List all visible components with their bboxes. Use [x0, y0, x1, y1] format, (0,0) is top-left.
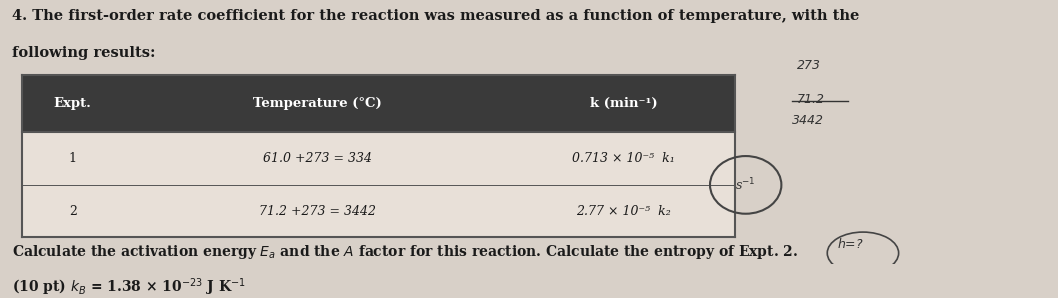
Text: 2.77 × 10⁻⁵  k₂: 2.77 × 10⁻⁵ k₂ — [576, 205, 671, 218]
Text: 0.713 × 10⁻⁵  k₁: 0.713 × 10⁻⁵ k₁ — [572, 152, 675, 165]
FancyBboxPatch shape — [22, 185, 735, 237]
Text: 2: 2 — [69, 205, 76, 218]
Text: Temperature (°C): Temperature (°C) — [253, 97, 382, 110]
Text: Calculate the activation energy $E_a$ and the $A$ factor for this reaction. Calc: Calculate the activation energy $E_a$ an… — [12, 243, 798, 260]
Text: 4. The first-order rate coefficient for the reaction was measured as a function : 4. The first-order rate coefficient for … — [12, 9, 859, 23]
Text: Expt.: Expt. — [54, 97, 92, 110]
Text: following results:: following results: — [12, 46, 156, 60]
Text: k (min⁻¹): k (min⁻¹) — [589, 97, 657, 110]
Text: (10 pt) $k_B$ = 1.38 × 10$^{-23}$ J K$^{-1}$: (10 pt) $k_B$ = 1.38 × 10$^{-23}$ J K$^{… — [12, 277, 245, 298]
Text: s$^{-1}$: s$^{-1}$ — [735, 177, 756, 193]
Text: 71.2 +273 = 3442: 71.2 +273 = 3442 — [259, 205, 376, 218]
Text: 61.0 +273 = 334: 61.0 +273 = 334 — [263, 152, 372, 165]
Text: 1: 1 — [69, 152, 77, 165]
Text: 273: 273 — [797, 59, 821, 72]
Text: 71.2: 71.2 — [797, 93, 824, 106]
Text: $h$=?: $h$=? — [838, 237, 864, 251]
FancyBboxPatch shape — [22, 133, 735, 185]
FancyBboxPatch shape — [22, 75, 735, 133]
Text: 3442: 3442 — [791, 114, 823, 127]
